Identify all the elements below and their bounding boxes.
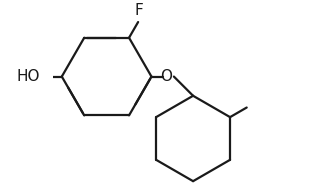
Text: F: F bbox=[134, 3, 143, 18]
Text: O: O bbox=[160, 69, 172, 84]
Text: HO: HO bbox=[17, 69, 40, 84]
